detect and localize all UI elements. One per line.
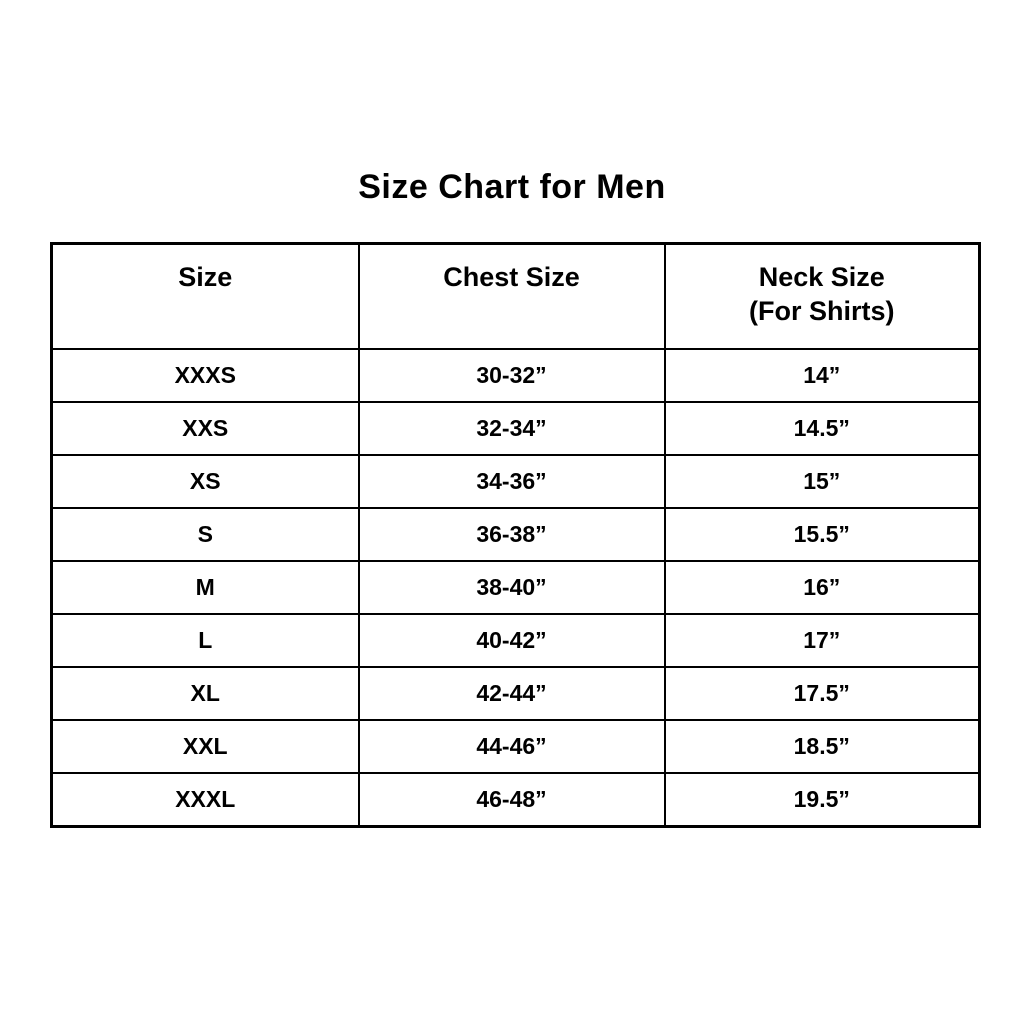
cell-chest-size: 36-38” [357, 507, 666, 562]
cell-chest-size: 30-32” [357, 348, 666, 403]
cell-chest-size: 42-44” [357, 666, 666, 721]
cell-chest-size: 44-46” [357, 719, 666, 774]
column-header-chest-size: Chest Size [357, 242, 666, 350]
cell-size: XS [50, 454, 360, 509]
cell-neck-size: 19.5” [663, 772, 981, 828]
cell-size: XXXL [50, 772, 360, 828]
table-row: XXXS 30-32” 14” [50, 348, 981, 403]
size-chart-table: Size Chest Size Neck Size (For Shirts) X… [50, 242, 981, 828]
page-title: Size Chart for Men [358, 168, 666, 206]
header-row: Size Chest Size Neck Size (For Shirts) [50, 242, 981, 350]
cell-neck-size: 15” [663, 454, 981, 509]
cell-size: M [50, 560, 360, 615]
cell-size: L [50, 613, 360, 668]
cell-neck-size: 16” [663, 560, 981, 615]
table-row: XXS 32-34” 14.5” [50, 401, 981, 456]
table-row: XXL 44-46” 18.5” [50, 719, 981, 774]
column-header-chest-size-label: Chest Size [443, 262, 580, 292]
cell-neck-size: 17” [663, 613, 981, 668]
cell-neck-size: 14.5” [663, 401, 981, 456]
cell-size: XL [50, 666, 360, 721]
cell-chest-size: 46-48” [357, 772, 666, 828]
table-row: XXXL 46-48” 19.5” [50, 772, 981, 828]
cell-size: XXL [50, 719, 360, 774]
column-header-neck-size-subtitle: (For Shirts) [749, 296, 895, 326]
cell-neck-size: 15.5” [663, 507, 981, 562]
column-header-size: Size [50, 242, 360, 350]
column-header-size-label: Size [178, 262, 233, 292]
cell-chest-size: 38-40” [357, 560, 666, 615]
table-row: M 38-40” 16” [50, 560, 981, 615]
table-row: S 36-38” 15.5” [50, 507, 981, 562]
cell-size: XXS [50, 401, 360, 456]
column-header-neck-size: Neck Size (For Shirts) [663, 242, 981, 350]
table-body: XXXS 30-32” 14” XXS 32-34” 14.5” XS 34-36” 15” S 3… [50, 348, 981, 828]
column-header-neck-size-label: Neck Size [758, 262, 885, 292]
cell-chest-size: 34-36” [357, 454, 666, 509]
cell-size: S [50, 507, 360, 562]
cell-size: XXXS [50, 348, 360, 403]
cell-chest-size: 40-42” [357, 613, 666, 668]
table-row: XL 42-44” 17.5” [50, 666, 981, 721]
table-row: XS 34-36” 15” [50, 454, 981, 509]
table-row: L 40-42” 17” [50, 613, 981, 668]
cell-neck-size: 18.5” [663, 719, 981, 774]
cell-neck-size: 14” [663, 348, 981, 403]
cell-neck-size: 17.5” [663, 666, 981, 721]
cell-chest-size: 32-34” [357, 401, 666, 456]
